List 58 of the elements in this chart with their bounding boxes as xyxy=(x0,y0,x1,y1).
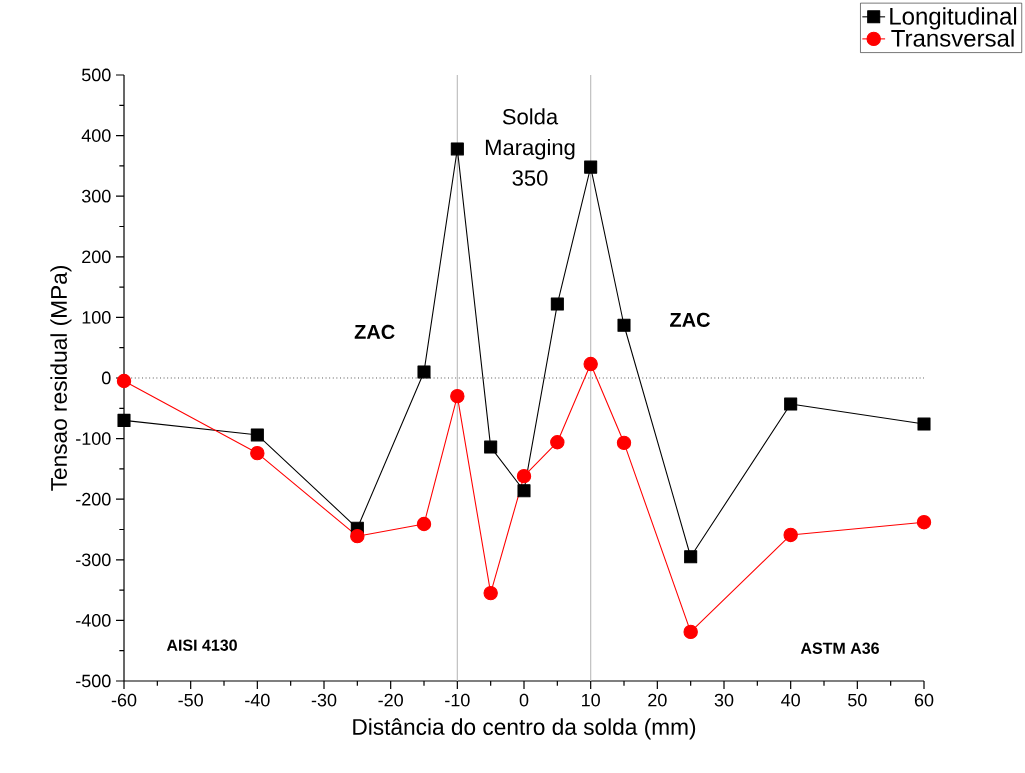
annotation: AISI 4130 xyxy=(166,639,237,651)
y-tick-label: -200 xyxy=(76,492,111,506)
x-tick-label: -20 xyxy=(378,693,403,707)
x-tick-label: -30 xyxy=(311,693,337,707)
point xyxy=(516,468,532,484)
x-tick-label: 0 xyxy=(519,693,529,707)
point xyxy=(783,527,798,543)
point xyxy=(584,160,598,174)
legend-label: Transversal xyxy=(891,29,1014,47)
legend-label: Longitudinal xyxy=(890,7,1017,30)
x-tick-label: -10 xyxy=(445,693,470,707)
y-tick-label: -100 xyxy=(76,432,111,445)
point xyxy=(250,445,265,461)
point xyxy=(483,585,498,601)
point xyxy=(784,397,798,411)
point xyxy=(683,624,698,640)
x-tick-label: 40 xyxy=(781,693,800,707)
point xyxy=(416,516,432,532)
point xyxy=(916,515,932,530)
point xyxy=(450,142,464,156)
y-tick-label: -400 xyxy=(76,614,111,627)
point xyxy=(117,413,131,427)
annotation: ZAC xyxy=(670,312,710,327)
y-tick-label: -500 xyxy=(76,674,111,688)
y-tick-label: 200 xyxy=(82,250,111,264)
point xyxy=(350,528,365,544)
x-tick-label: -50 xyxy=(178,693,203,707)
x-tick-label: -40 xyxy=(245,693,270,707)
annotation: ASTM A36 xyxy=(800,642,879,654)
annotation: Solda Maraging 350 xyxy=(485,108,575,186)
point xyxy=(917,417,931,431)
x-axis-title: Distância do centro da solda (mm) xyxy=(353,718,696,740)
point xyxy=(684,550,698,564)
y-tick-label: 300 xyxy=(81,189,111,203)
point xyxy=(250,428,264,442)
point xyxy=(517,484,531,498)
point xyxy=(450,388,465,404)
x-tick-label: 20 xyxy=(648,693,667,707)
y-tick-label: 100 xyxy=(82,311,111,324)
point xyxy=(550,297,564,311)
annotation: ZAC xyxy=(354,324,395,339)
point xyxy=(583,356,598,372)
y-tick-label: -300 xyxy=(76,553,111,567)
y-axis-title: Tensao residual (MPa) xyxy=(50,266,72,491)
point xyxy=(617,318,631,332)
point xyxy=(417,365,431,379)
point xyxy=(616,435,632,451)
y-tick-label: 400 xyxy=(81,129,111,142)
x-tick-label: 50 xyxy=(848,693,867,707)
point xyxy=(550,435,565,450)
x-tick-label: -60 xyxy=(111,693,137,707)
y-tick-label: 0 xyxy=(101,371,111,385)
x-tick-label: 30 xyxy=(714,693,734,707)
x-tick-label: 10 xyxy=(582,693,600,707)
point xyxy=(116,373,132,389)
point xyxy=(484,440,498,454)
y-tick-label: 500 xyxy=(81,68,111,82)
x-tick-label: 60 xyxy=(914,693,934,707)
